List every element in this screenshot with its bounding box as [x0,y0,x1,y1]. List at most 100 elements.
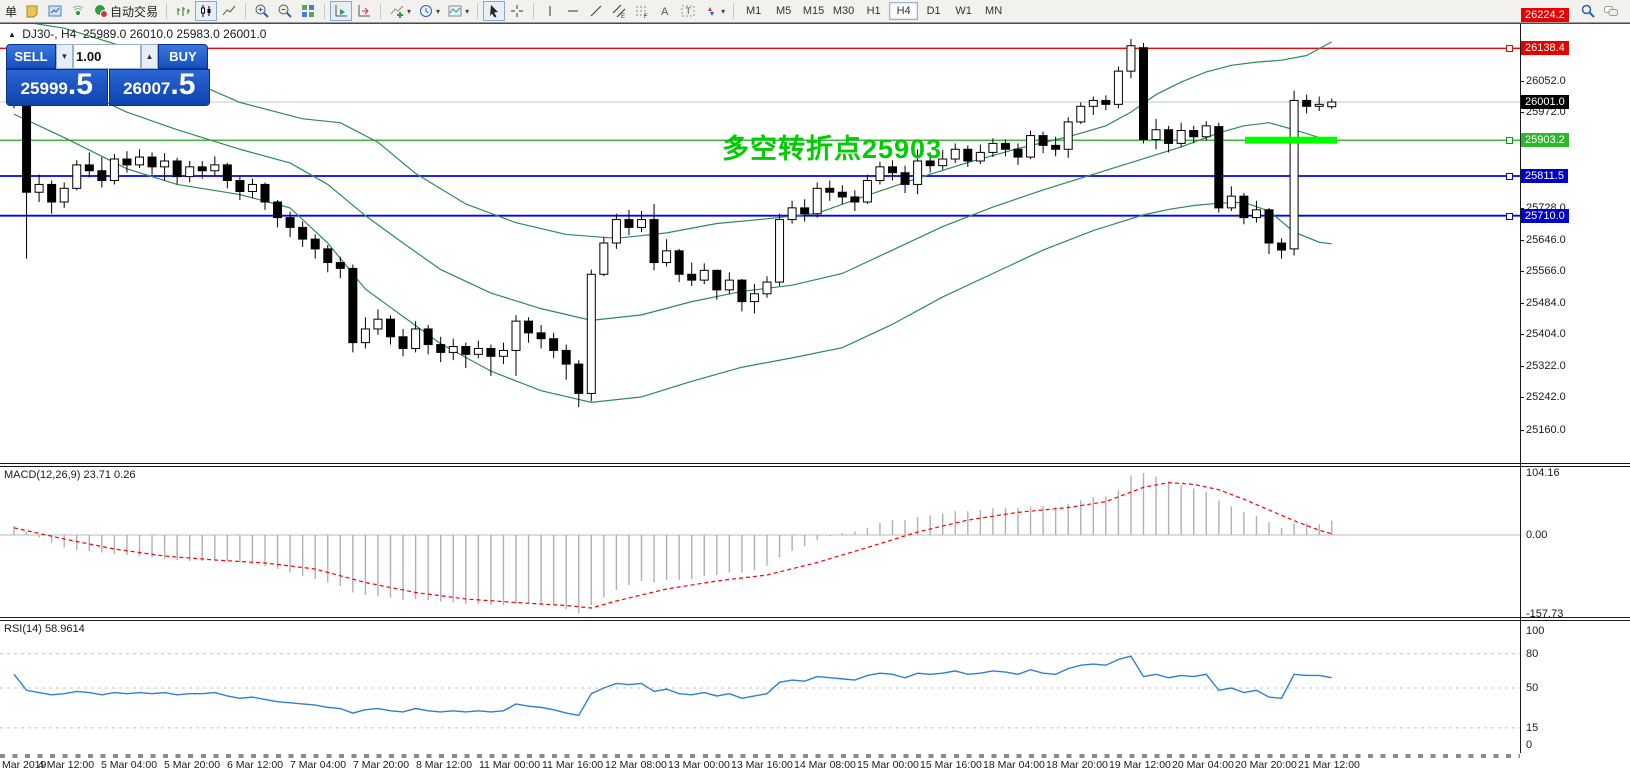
price-tick: 25972.0 [1520,106,1566,119]
time-tick-label: 11 Mar 16:00 [542,759,604,771]
new-order-icon[interactable] [21,1,43,21]
time-tick-label: 14 Mar 08:00 [794,759,856,771]
chart-title: ▲ DJ30-, H4 25989.0 26010.0 25983.0 2600… [8,27,266,41]
buy-button[interactable]: BUY [158,44,208,69]
time-tick-label: 19 Mar 12:00 [1109,759,1171,771]
time-tick-label: 12 Mar 08:00 [605,759,667,771]
rsi-line [13,655,1332,717]
price-tick: 25566.0 [1520,264,1566,277]
templates-icon[interactable]: ▾ [444,1,472,21]
signal-icon[interactable] [67,1,89,21]
svg-text:F: F [644,14,648,19]
toolbar: 单 自动交易 ▾ ▾ ▾ E F A T ▾ M1 M5 M15 M30 H1 H4 D1 W… [0,0,1630,23]
pane-divider[interactable] [0,617,1630,621]
time-tick-label: 5 Mar 04:00 [101,759,158,771]
separator [733,3,735,19]
line-chart-icon[interactable] [218,1,240,21]
sell-price-frac: .5 [67,68,93,101]
separator [166,3,168,19]
sell-price-button[interactable]: 25999 .5 [6,69,108,106]
price-tick: 25404.0 [1520,328,1566,341]
auto-trading-button[interactable]: 自动交易 [90,1,161,21]
fibonacci-icon[interactable]: F [631,1,653,21]
chart-window-icon[interactable] [44,1,66,21]
time-tick-label: 7 Mar 20:00 [353,759,410,771]
pane-divider[interactable] [0,463,1630,467]
tf-D1[interactable]: D1 [919,2,948,20]
rsi-axis-tick: 50 [1526,682,1539,694]
tf-H1[interactable]: H1 [859,2,888,20]
auto-trading-label: 自动交易 [110,4,159,19]
line-handle[interactable] [1506,212,1513,220]
auto-scroll-icon[interactable] [330,1,353,21]
rsi-pane[interactable] [0,621,1520,753]
chart-shift-icon[interactable] [353,1,375,21]
text-icon[interactable]: A [654,1,676,21]
time-tick-label: 13 Mar 00:00 [668,759,730,771]
cursor-icon[interactable] [483,1,506,21]
highlight-segment [1245,136,1337,144]
time-tick-label: 15 Mar 00:00 [857,759,919,771]
macd-axis-tick: -157.73 [1526,607,1564,620]
text-label-icon[interactable]: T [677,1,699,21]
chevron-down-icon: ▾ [465,6,470,16]
line-handle[interactable] [1506,45,1513,53]
chat-icon[interactable] [1600,1,1622,21]
macd-pane[interactable] [0,467,1520,617]
time-axis-ticks [0,754,1520,758]
main-chart[interactable] [0,24,1520,463]
volume-increase-button[interactable]: ▲ [141,44,158,69]
chevron-down-icon: ▾ [436,6,441,16]
line-handle[interactable] [1506,137,1513,145]
indicators-icon[interactable]: ▾ [386,1,414,21]
price-tick: 25646.0 [1520,233,1566,246]
tile-windows-icon[interactable] [297,1,319,21]
price-line-label: 26224.2 [1521,7,1569,22]
rsi-axis-tick: 15 [1526,721,1539,734]
price-tick: 25322.0 [1520,360,1566,373]
arrows-icon[interactable]: ▾ [700,1,728,21]
price-tick: 26052.0 [1520,75,1566,88]
tf-M15[interactable]: M15 [799,2,828,20]
line-handle[interactable] [1506,173,1513,181]
periods-clock-icon[interactable]: ▾ [415,1,443,21]
auto-trading-icon [95,5,109,18]
svg-text:T: T [686,6,692,16]
sell-button[interactable]: SELL [6,44,56,69]
time-tick-label: 8 Mar 12:00 [416,759,473,771]
bollinger-middle-band [13,66,1332,321]
tf-M5[interactable]: M5 [769,2,798,20]
macd-axis-tick: 0.00 [1526,529,1548,541]
rsi-axis-tick: 100 [1526,625,1545,637]
price-line-label: 25811.5 [1521,169,1568,184]
time-axis[interactable]: Mar 2019 4 Mar 12:00 5 Mar 04:00 5 Mar 20:0… [0,754,1630,773]
tf-M30[interactable]: M30 [829,2,858,20]
volume-decrease-button[interactable]: ▼ [56,44,73,69]
sell-price-main: 25999 [20,79,68,98]
zoom-out-icon[interactable] [274,1,296,21]
candlestick-chart-icon[interactable] [195,1,218,21]
chevron-down-icon: ▾ [407,6,412,16]
bar-chart-icon[interactable] [172,1,194,21]
crosshair-icon[interactable] [506,1,528,21]
trendline-icon[interactable] [585,1,607,21]
time-tick-label: 18 Mar 04:00 [983,759,1045,771]
tf-MN[interactable]: MN [979,2,1008,20]
search-icon[interactable] [1577,1,1599,21]
volume-input[interactable] [73,44,141,69]
buy-price-main: 26007 [123,79,171,98]
tf-W1[interactable]: W1 [949,2,978,20]
zoom-in-icon[interactable] [251,1,273,21]
chart-symbol-period: DJ30-, H4 [22,27,77,41]
vertical-line-icon[interactable] [539,1,561,21]
triangle-up-icon: ▲ [8,30,16,39]
horizontal-line-icon[interactable] [562,1,584,21]
tf-H4[interactable]: H4 [889,2,919,20]
buy-price-button[interactable]: 26007 .5 [108,69,210,106]
rsi-label: RSI(14) 58.9614 [4,623,85,635]
tf-M1[interactable]: M1 [739,2,768,20]
price-line-label: 25710.0 [1521,208,1569,223]
time-tick-label: 6 Mar 12:00 [227,759,284,771]
price-tick: 25160.0 [1520,423,1566,436]
equidistant-channel-icon[interactable]: E [608,1,630,21]
